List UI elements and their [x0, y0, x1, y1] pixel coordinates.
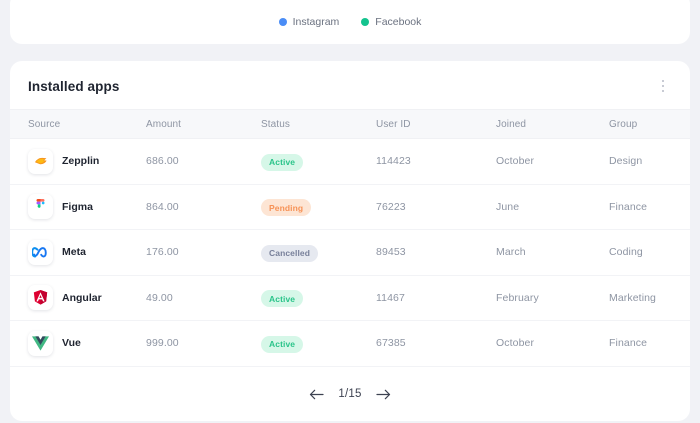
page-title: Installed apps [28, 78, 120, 94]
cell-amount: 864.00 [146, 200, 179, 213]
page-indicator: 1/15 [338, 388, 362, 400]
cell-joined: October [496, 155, 535, 168]
kebab-dot [661, 84, 665, 88]
source-name: Vue [62, 337, 81, 350]
cell-joined: June [496, 200, 520, 213]
figma-icon [28, 194, 53, 220]
cell-status: Active [261, 152, 376, 171]
cell-source: Meta [28, 239, 146, 265]
cell-joined: March [496, 246, 526, 259]
column-header-status[interactable]: Status [261, 118, 290, 130]
table-row[interactable]: Vue 999.00 Active 67385 October Finance [10, 321, 690, 367]
legend-label-facebook: Facebook [375, 16, 422, 28]
cell-source: Zepplin [28, 148, 146, 174]
cell-joined: October [496, 337, 535, 350]
cell-status: Active [261, 289, 376, 307]
status-badge: Active [261, 153, 304, 171]
chart-legend: Instagram Facebook [10, 16, 690, 28]
table-header-row: Source Amount Status User ID Joined Grou… [10, 110, 690, 139]
kebab-dot [661, 79, 665, 83]
status-badge: Active [261, 335, 304, 353]
installed-apps-card: Installed apps Source Amount Status User… [10, 61, 690, 421]
column-header-joined[interactable]: Joined [496, 118, 527, 130]
cell-joined: February [496, 291, 539, 304]
source-name: Angular [62, 291, 102, 304]
cell-group: Coding [609, 246, 643, 259]
angular-icon [28, 285, 53, 311]
cell-status: Active [261, 334, 376, 353]
cell-source: Angular [28, 285, 146, 311]
cell-user-id: 11467 [376, 291, 405, 304]
cell-amount: 176.00 [146, 246, 179, 259]
cell-source: Vue [28, 330, 146, 356]
cell-status: Pending [261, 198, 376, 216]
status-badge: Pending [261, 199, 312, 216]
table-row[interactable]: Meta 176.00 Cancelled 89453 March Coding [10, 230, 690, 276]
kebab-dot [661, 89, 665, 93]
table-row[interactable]: Angular 49.00 Active 11467 February Mark… [10, 276, 690, 321]
status-badge: Cancelled [261, 244, 319, 262]
cell-group: Finance [609, 337, 648, 350]
pagination: 1/15 [10, 385, 690, 403]
cell-status: Cancelled [261, 243, 376, 262]
source-name: Meta [62, 246, 86, 259]
column-header-source[interactable]: Source [28, 118, 61, 130]
status-badge: Active [261, 290, 304, 307]
cell-amount: 999.00 [146, 337, 179, 350]
source-name: Zepplin [62, 155, 100, 168]
legend-item-instagram[interactable]: Instagram [278, 16, 340, 28]
table-row[interactable]: Figma 864.00 Pending 76223 June Finance [10, 185, 690, 230]
cell-user-id: 114423 [376, 155, 411, 168]
kebab-menu-icon[interactable] [654, 77, 672, 95]
cell-amount: 49.00 [146, 291, 173, 304]
column-header-user-id[interactable]: User ID [376, 118, 411, 130]
cell-user-id: 76223 [376, 200, 406, 213]
cell-group: Marketing [609, 291, 657, 304]
cell-group: Design [609, 155, 643, 168]
column-header-group[interactable]: Group [609, 118, 638, 130]
meta-icon [28, 239, 53, 265]
card-header: Installed apps [10, 61, 690, 110]
cell-user-id: 67385 [376, 337, 406, 350]
arrow-right-icon[interactable] [375, 385, 393, 403]
cell-source: Figma [28, 194, 146, 220]
analytics-chart-card: Sun Mon Tue Wed Thu Fri Sat Instagram Fa… [10, 0, 690, 44]
column-header-amount[interactable]: Amount [146, 118, 182, 130]
cell-amount: 686.00 [146, 155, 179, 168]
cell-group: Finance [609, 200, 648, 213]
legend-dot-icon [278, 18, 287, 26]
legend-item-facebook[interactable]: Facebook [361, 16, 421, 28]
zepplin-icon [28, 148, 53, 174]
vue-icon [28, 330, 53, 356]
cell-user-id: 89453 [376, 246, 406, 259]
legend-dot-icon [361, 18, 370, 26]
source-name: Figma [62, 200, 93, 213]
table-row[interactable]: Zepplin 686.00 Active 114423 October Des… [10, 139, 690, 185]
arrow-left-icon[interactable] [307, 385, 325, 403]
legend-label-instagram: Instagram [292, 16, 340, 28]
